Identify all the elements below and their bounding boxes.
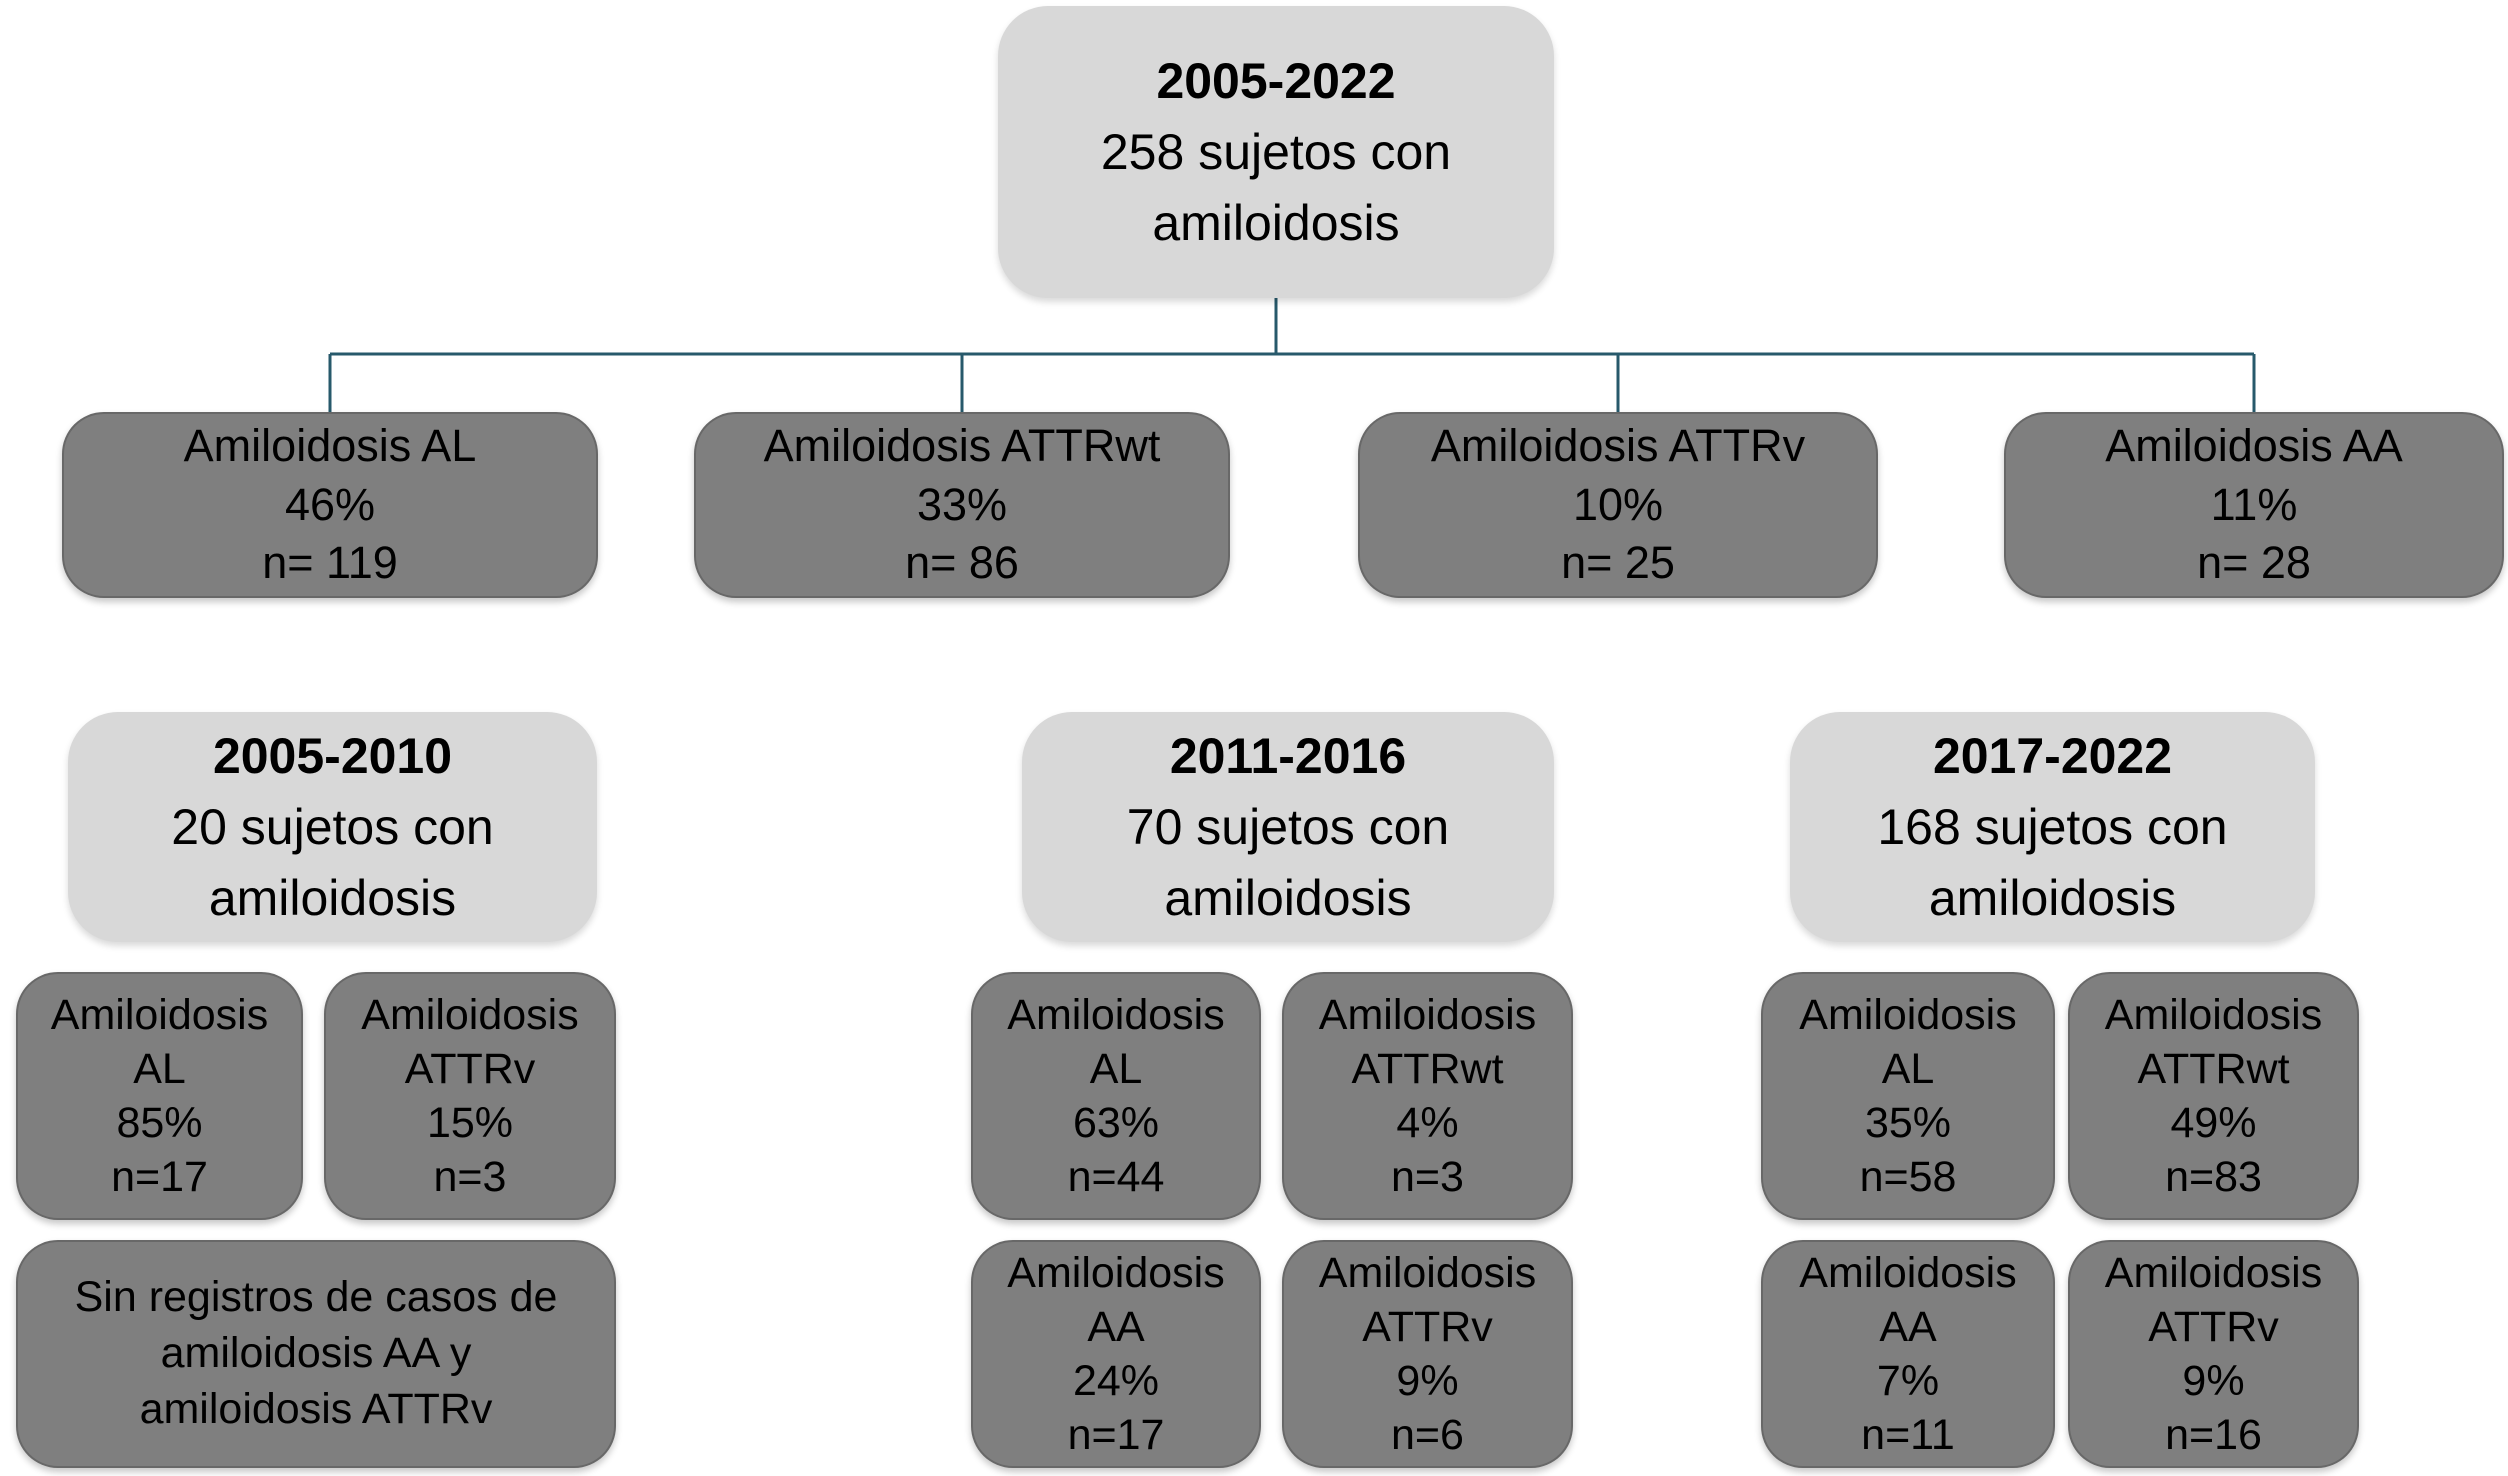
group-pct: 7% [1876,1357,1940,1405]
period-subtitle: 168 sujetos con amiloidosis [1877,798,2228,926]
period-box-2011-2016: 2011-2016 70 sujetos con amiloidosis [1022,712,1554,942]
period-subtitle: 20 sujetos con amiloidosis [171,798,494,926]
period-box-2017-2022: 2017-2022 168 sujetos con amiloidosis [1790,712,2315,942]
group-pct: 63% [1072,1099,1160,1147]
group-n: n=11 [1861,1411,1955,1460]
group-pct: 4% [1396,1099,1459,1147]
root-subtitle: 258 sujetos con amiloidosis [1100,123,1452,251]
group-name: Amiloidosis [1318,1248,1537,1297]
group-label: Amiloidosis ATTRv [1430,420,1806,472]
group-n: n=3 [1391,1153,1464,1202]
group-label: Amiloidosis AA [2105,420,2403,472]
group-pct: 85% [116,1099,203,1147]
group-name: Amiloidosis [1799,1248,2017,1297]
group-subtype: AL [133,1044,186,1093]
group-name: Amiloidosis [361,990,579,1039]
period-box-2005-2010: 2005-2010 20 sujetos con amiloidosis [68,712,597,942]
p2005-box-al: Amiloidosis AL 85% n=17 [16,972,303,1220]
root-period-label: 2005-2022 [1156,52,1396,109]
group-subtype: AL [1881,1044,1935,1093]
group-name: Amiloidosis [1799,990,2017,1039]
group-subtype: AA [1879,1302,1937,1351]
group-n: n=6 [1391,1411,1464,1460]
p2005-note-box: Sin registros de casos de amiloidosis AA… [16,1240,616,1468]
group-n: n= 86 [905,537,1019,589]
p2017-box-attrwt: Amiloidosis ATTRwt 49% n=83 [2068,972,2359,1220]
group-pct: 15% [426,1099,514,1147]
group-n: n= 25 [1561,537,1675,589]
period-label: 2011-2016 [1169,727,1407,784]
period-subtitle: 70 sujetos con amiloidosis [1126,798,1450,926]
group-pct: 9% [1396,1357,1459,1405]
overall-box-al: Amiloidosis AL 46% n= 119 [62,412,598,598]
group-pct: 9% [2182,1357,2245,1405]
period-label: 2005-2010 [212,727,453,784]
group-n: n=58 [1859,1153,1957,1202]
group-pct: 10% [1572,478,1664,530]
p2011-box-aa: Amiloidosis AA 24% n=17 [971,1240,1261,1468]
group-n: n= 28 [2197,537,2311,589]
p2011-box-attrwt: Amiloidosis ATTRwt 4% n=3 [1282,972,1573,1220]
group-pct: 24% [1072,1357,1160,1405]
group-subtype: ATTRv [2148,1302,2279,1351]
p2017-box-al: Amiloidosis AL 35% n=58 [1761,972,2055,1220]
group-name: Amiloidosis [50,990,269,1039]
group-pct: 11% [2210,478,2298,530]
group-n: n=44 [1067,1153,1165,1202]
group-name: Amiloidosis [2104,1248,2323,1297]
group-subtype: ATTRv [404,1044,536,1093]
group-name: Amiloidosis [2104,990,2323,1039]
group-subtype: AL [1089,1044,1143,1093]
group-subtype: AA [1087,1302,1145,1351]
group-name: Amiloidosis [1007,990,1225,1039]
group-pct: 35% [1864,1099,1952,1147]
p2017-box-attrv: Amiloidosis ATTRv 9% n=16 [2068,1240,2359,1468]
group-pct: 33% [916,478,1008,530]
group-subtype: ATTRwt [1351,1044,1504,1093]
group-label: Amiloidosis AL [183,420,477,472]
p2011-box-al: Amiloidosis AL 63% n=44 [971,972,1261,1220]
group-n: n=17 [1067,1411,1165,1460]
overall-box-attrv: Amiloidosis ATTRv 10% n= 25 [1358,412,1878,598]
p2005-box-attrv: Amiloidosis ATTRv 15% n=3 [324,972,616,1220]
group-n: n=3 [433,1153,507,1202]
root-period-box: 2005-2022 258 sujetos con amiloidosis [998,6,1554,298]
p2011-box-attrv: Amiloidosis ATTRv 9% n=6 [1282,1240,1573,1468]
group-n: n=83 [2165,1153,2262,1202]
note-text: Sin registros de casos de amiloidosis AA… [74,1273,558,1433]
group-name: Amiloidosis [1318,990,1537,1039]
overall-box-attrwt: Amiloidosis ATTRwt 33% n= 86 [694,412,1230,598]
group-name: Amiloidosis [1007,1248,1225,1297]
period-label: 2017-2022 [1932,727,2173,784]
group-pct: 46% [284,478,376,530]
group-subtype: ATTRwt [2137,1044,2290,1093]
p2017-box-aa: Amiloidosis AA 7% n=11 [1761,1240,2055,1468]
overall-box-aa: Amiloidosis AA 11% n= 28 [2004,412,2504,598]
group-n: n=17 [111,1153,208,1202]
group-n: n=16 [2165,1411,2262,1460]
group-label: Amiloidosis ATTRwt [763,420,1161,472]
group-subtype: ATTRv [1362,1302,1493,1351]
group-n: n= 119 [262,537,398,589]
group-pct: 49% [2170,1099,2257,1147]
